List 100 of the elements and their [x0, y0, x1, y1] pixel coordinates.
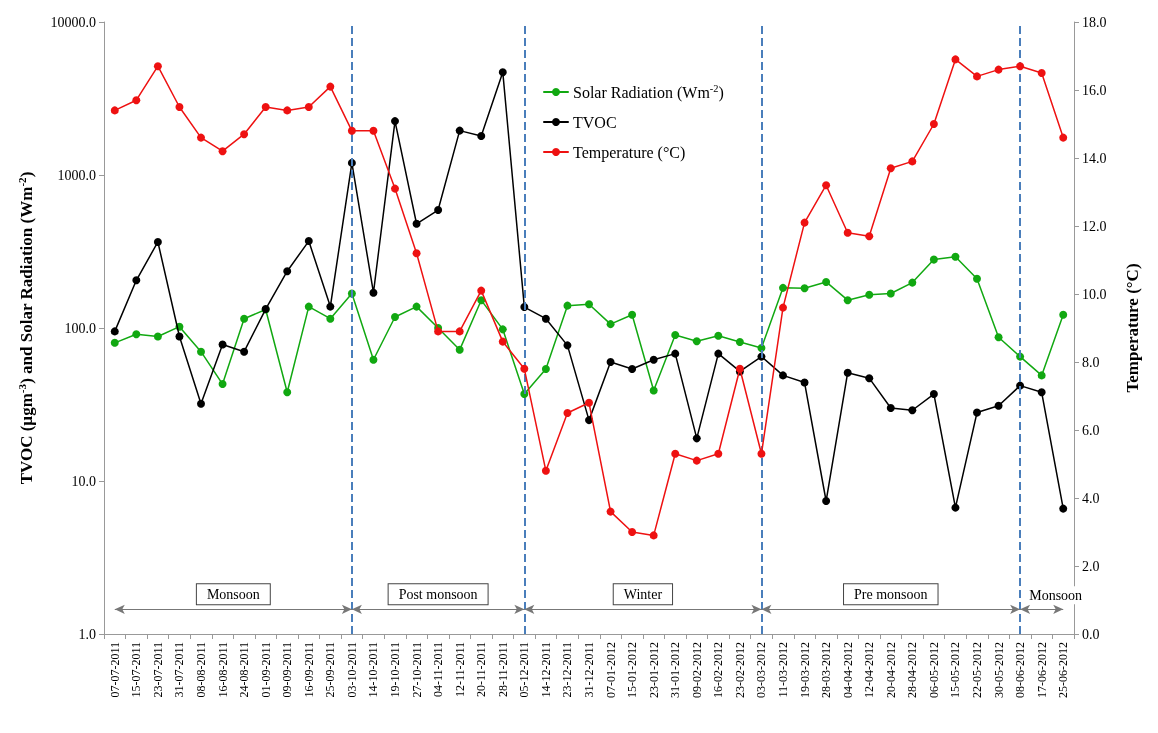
x-tick-label: 23-02-2012 [732, 642, 747, 698]
y-tick-label: 1000.0 [57, 167, 96, 183]
point [929, 255, 938, 264]
point [369, 355, 378, 364]
point [800, 378, 809, 387]
x-tick-label: 28-11-2011 [495, 642, 510, 698]
point [822, 277, 831, 286]
point [1059, 504, 1068, 513]
x-tick-label: 31-12-2011 [582, 642, 596, 698]
x-tick-label: 15-07-2011 [129, 642, 144, 698]
y-tick-label: 1.0 [78, 626, 96, 642]
x-tick-label: 31-01-2012 [668, 642, 683, 698]
point [843, 296, 852, 305]
x-tick-label: 15-01-2012 [625, 642, 640, 698]
x-tick-label: 14-10-2011 [366, 642, 381, 698]
point [240, 314, 249, 323]
point [455, 345, 464, 354]
x-tick-label: 12-04-2012 [862, 642, 877, 698]
y2-tick-label: 0.0 [1082, 626, 1100, 642]
point [369, 288, 378, 297]
point [843, 368, 852, 377]
point [671, 331, 680, 339]
x-tick-label: 23-07-2011 [150, 642, 165, 698]
point [606, 320, 615, 329]
x-tick-label: 09-09-2011 [280, 642, 295, 698]
point [563, 301, 572, 310]
point [735, 338, 744, 346]
point [412, 219, 421, 228]
x-tick-label: 22-05-2012 [970, 642, 984, 698]
point [973, 274, 981, 283]
x-tick-label: 19-03-2012 [797, 642, 812, 698]
annotation: Monsoon [1029, 587, 1083, 603]
point [326, 302, 335, 311]
point [1037, 371, 1046, 380]
point [585, 300, 593, 309]
legend-label: TVOC [573, 113, 617, 131]
point [498, 325, 507, 334]
x-tick-label: 11-03-2012 [776, 642, 790, 698]
point [240, 347, 249, 356]
x-tick-label: 23-01-2012 [646, 642, 661, 698]
point [649, 355, 658, 364]
point [671, 349, 680, 358]
x-tick-label: 01-09-2011 [258, 642, 273, 698]
y2-tick-label: 8.0 [1082, 354, 1100, 370]
x-tick-label: 14-12-2011 [538, 642, 553, 698]
point [951, 252, 960, 261]
x-tick-label: 20-04-2012 [883, 642, 898, 698]
point [779, 371, 787, 380]
point [714, 331, 723, 340]
x-tick-label: 25-09-2011 [323, 642, 338, 698]
point [973, 408, 981, 417]
point [994, 401, 1003, 410]
point [692, 434, 701, 443]
x-tick-label: 05-12-2011 [517, 642, 532, 698]
x-tick-label: 08-08-2011 [194, 642, 208, 698]
legend-label: Temperature (°C) [573, 143, 686, 162]
y2-tick-label: 12.0 [1082, 218, 1107, 234]
point [714, 349, 723, 358]
x-tick-label: 04-11-2011 [431, 642, 446, 698]
point [628, 310, 637, 319]
point [304, 237, 313, 246]
x-tick-label: 28-04-2012 [905, 642, 920, 698]
point [175, 332, 184, 341]
x-tick-label: 16-09-2011 [301, 642, 316, 698]
x-tick-label: 28-03-2012 [819, 642, 834, 698]
annotation: Monsoon [206, 586, 260, 602]
y2-tick-label: 6.0 [1082, 422, 1100, 438]
y2-tick-label: 4.0 [1082, 490, 1100, 506]
point [908, 406, 917, 415]
y-axis-title: TVOC (µgm-3) and Solar Radiation (Wm-2) [16, 171, 36, 485]
point [865, 290, 874, 299]
x-tick-label: 30-05-2012 [991, 642, 1006, 698]
point [649, 386, 658, 395]
point [477, 131, 486, 140]
x-tick-label: 15-05-2012 [948, 642, 963, 698]
x-tick-label: 12-11-2011 [452, 642, 467, 698]
point [218, 380, 227, 389]
y2-tick-label: 18.0 [1082, 14, 1107, 30]
point [692, 337, 701, 346]
point [391, 313, 399, 321]
point [434, 206, 443, 215]
point [628, 364, 637, 373]
x-tick-label: 23-12-2011 [560, 642, 575, 698]
point [110, 338, 119, 347]
y2-tick-label: 16.0 [1082, 82, 1107, 98]
x-tick-label: 17-06-2012 [1034, 642, 1049, 698]
point [477, 296, 486, 305]
point [498, 68, 507, 77]
x-tick-label: 07-01-2012 [603, 642, 618, 698]
point [412, 302, 421, 311]
point [391, 117, 399, 126]
x-tick-label: 08-06-2012 [1013, 642, 1028, 698]
x-tick-label: 03-03-2012 [754, 642, 769, 698]
x-tick-label: 25-06-2012 [1056, 642, 1071, 698]
point [218, 340, 227, 349]
x-tick-label: 24-08-2011 [237, 642, 252, 698]
x-tick-label: 16-02-2012 [711, 642, 726, 698]
annotation: Post monsoon [398, 586, 478, 602]
point [197, 399, 205, 408]
point [304, 302, 313, 311]
